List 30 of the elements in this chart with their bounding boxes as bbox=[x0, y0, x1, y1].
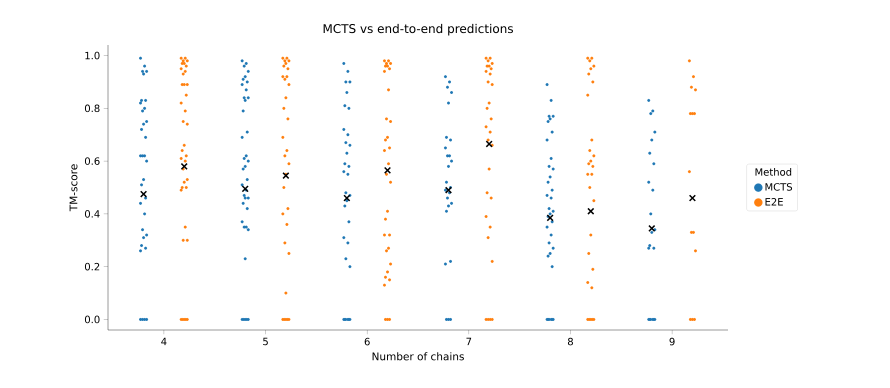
y-tick-label: 0.0 bbox=[84, 316, 100, 324]
y-axis-title: TM-score bbox=[70, 164, 78, 212]
point bbox=[140, 190, 148, 198]
legend-title: Method bbox=[756, 168, 792, 176]
x-axis-title: Number of chains bbox=[372, 352, 464, 360]
point bbox=[546, 214, 554, 222]
x-tick-label: 5 bbox=[263, 338, 268, 346]
point bbox=[587, 208, 594, 215]
x-tick-label: 6 bbox=[364, 338, 370, 346]
point bbox=[180, 162, 188, 170]
x-tick-label: 8 bbox=[568, 338, 573, 346]
point bbox=[282, 172, 290, 180]
y-tick-label: 1.0 bbox=[85, 52, 100, 60]
x-tick-label: 9 bbox=[670, 338, 675, 346]
point bbox=[444, 186, 452, 194]
point bbox=[486, 140, 493, 148]
y-tick-label: 0.8 bbox=[84, 104, 100, 112]
point bbox=[688, 194, 696, 202]
legend-label: MCTS bbox=[766, 183, 792, 191]
point bbox=[384, 166, 392, 174]
point bbox=[343, 194, 350, 202]
x-tick-label: 4 bbox=[161, 338, 167, 346]
y-tick-label: 0.6 bbox=[84, 157, 100, 165]
y-tick-label: 0.4 bbox=[84, 210, 100, 218]
x-tick-label: 7 bbox=[466, 338, 472, 346]
y-tick-label: 0.2 bbox=[84, 262, 100, 270]
point bbox=[242, 185, 249, 192]
legend-label: E2E bbox=[766, 198, 783, 206]
point bbox=[648, 224, 656, 232]
chart-title: MCTS vs end-to-end predictions bbox=[324, 24, 513, 36]
